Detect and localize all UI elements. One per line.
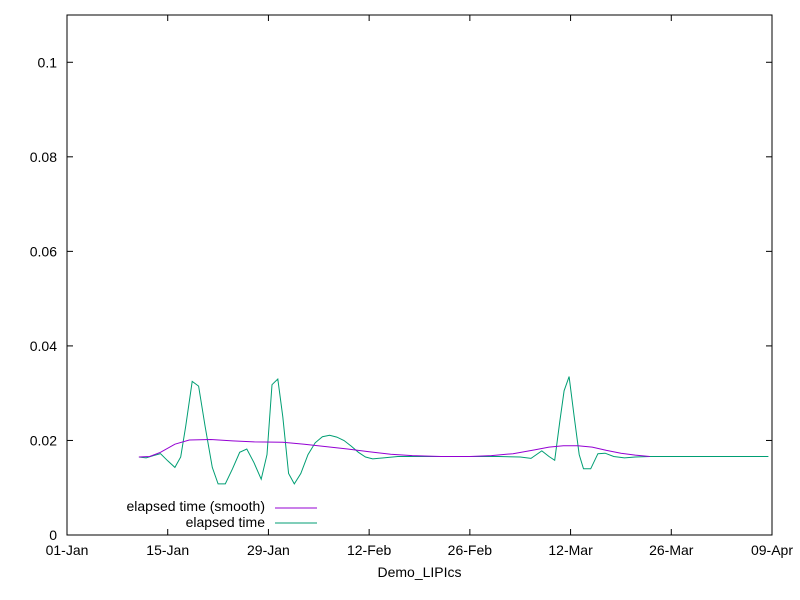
y-tick-label: 0.04 <box>30 338 57 354</box>
y-axis: 0 0.02 0.04 0.06 0.08 0.1 <box>30 54 772 543</box>
x-tick-label: 26-Feb <box>448 542 493 558</box>
plot-border <box>66 14 773 536</box>
y-tick-label: 0.1 <box>38 54 58 70</box>
x-tick-label: 09-Apr <box>751 542 793 558</box>
x-tick-label: 26-Mar <box>649 542 694 558</box>
x-tick-label: 29-Jan <box>247 542 290 558</box>
x-tick-label: 01-Jan <box>46 542 89 558</box>
series-line-smooth <box>138 438 650 458</box>
x-tick-label: 15-Jan <box>146 542 189 558</box>
series-layer <box>138 376 769 485</box>
x-axis-label: Demo_LIPIcs <box>377 564 461 580</box>
x-axis: 01-Jan 15-Jan 29-Jan 12-Feb 26-Feb 12-Mar 26-M… <box>46 15 793 558</box>
x-tick-label: 12-Feb <box>347 542 392 558</box>
y-tick-label: 0 <box>49 527 57 543</box>
y-tick-label: 0.08 <box>30 149 57 165</box>
x-tick-label: 12-Mar <box>548 542 593 558</box>
y-tick-label: 0.06 <box>30 243 57 259</box>
legend-label-elapsed: elapsed time <box>186 514 266 530</box>
y-tick-label: 0.02 <box>30 432 57 448</box>
legend: elapsed time (smooth) elapsed time <box>126 498 317 530</box>
legend-label-smooth: elapsed time (smooth) <box>126 498 265 514</box>
